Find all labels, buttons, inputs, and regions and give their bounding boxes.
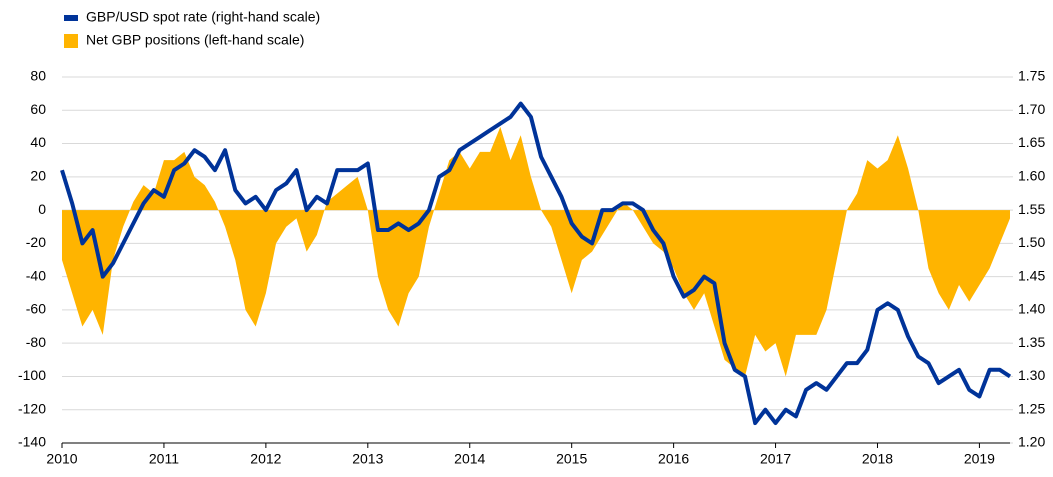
y2-tick-label: 1.20 (1018, 434, 1045, 450)
y2-tick-label: 1.60 (1018, 168, 1045, 184)
legend-swatch (64, 34, 78, 48)
y2-tick-label: 1.75 (1018, 68, 1045, 84)
x-tick-label: 2016 (658, 451, 689, 467)
y2-tick-label: 1.40 (1018, 301, 1045, 317)
y-tick-label: -120 (18, 400, 46, 416)
y2-tick-label: 1.25 (1018, 400, 1045, 416)
y-tick-label: 60 (30, 101, 46, 117)
y2-tick-label: 1.50 (1018, 234, 1045, 250)
y-tick-label: -100 (18, 367, 46, 383)
legend-swatch (64, 15, 78, 21)
legend-label: Net GBP positions (left-hand scale) (86, 32, 304, 48)
x-tick-label: 2015 (556, 451, 587, 467)
x-tick-label: 2011 (149, 451, 179, 467)
line (60, 101, 1012, 426)
y-tick-label: 20 (30, 168, 46, 184)
y-tick-label: -80 (26, 334, 46, 350)
area (62, 126, 1010, 377)
y2-tick-label: 1.35 (1018, 334, 1045, 350)
y-tick-label: -40 (26, 267, 46, 283)
y2-tick-label: 1.65 (1018, 134, 1045, 150)
x-tick-label: 2013 (352, 451, 383, 467)
y-tick-label: -20 (26, 234, 46, 250)
y-tick-label: 40 (30, 134, 46, 150)
y-tick-label: -140 (18, 434, 46, 450)
x-tick-label: 2018 (862, 451, 893, 467)
x-tick-label: 2010 (46, 451, 77, 467)
x-tick-label: 2014 (454, 451, 485, 467)
y-tick-label: -60 (26, 301, 46, 317)
y-tick-label: 0 (38, 201, 46, 217)
legend-label: GBP/USD spot rate (right-hand scale) (86, 9, 320, 25)
x-tick-label: 2012 (250, 451, 281, 467)
y2-tick-label: 1.70 (1018, 101, 1045, 117)
x-tick-label: 2017 (760, 451, 791, 467)
y2-tick-label: 1.45 (1018, 267, 1045, 283)
y-tick-label: 80 (30, 68, 46, 84)
y2-tick-label: 1.30 (1018, 367, 1045, 383)
x-tick-label: 2019 (964, 451, 995, 467)
y2-tick-label: 1.55 (1018, 201, 1045, 217)
